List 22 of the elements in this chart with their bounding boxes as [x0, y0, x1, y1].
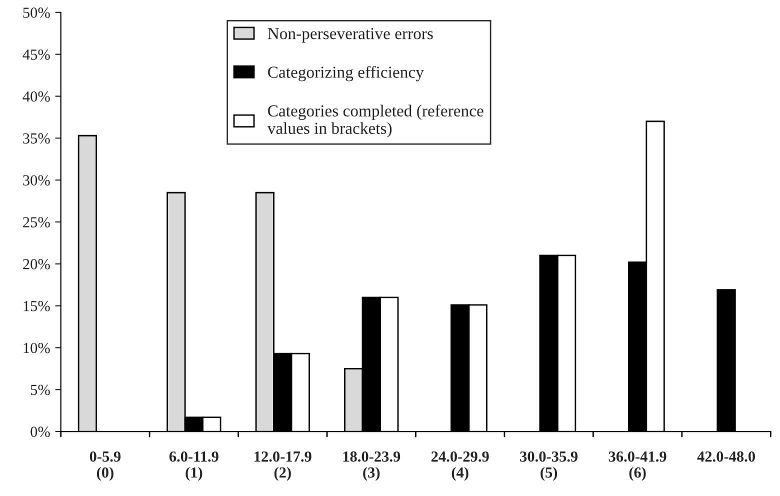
y-tick-label: 0% [30, 426, 50, 438]
legend-label: Non-perseverative errors [268, 28, 433, 43]
x-tick-label: 18.0-23.9 (3) [343, 451, 400, 481]
y-tick-label: 50% [23, 8, 50, 18]
x-tick-label: 6.0-11.9 (1) [169, 451, 218, 481]
x-tick-label: 12.0-17.9 (2) [254, 451, 312, 481]
y-tick-label: 35% [23, 133, 50, 144]
x-tick-label: 42.0-48.0 [697, 451, 755, 462]
y-tick-label: 15% [24, 300, 50, 312]
x-tick-label: 0-5.9 (0) [90, 451, 121, 481]
y-tick-label: 5% [30, 384, 50, 396]
x-tick-label: 36.0-41.9 (6) [608, 451, 666, 481]
y-tick-label: 30% [23, 175, 50, 186]
y-tick-label: 20% [23, 259, 50, 270]
x-tick-label: 24.0-29.9 (4) [431, 451, 489, 481]
y-tick-label: 10% [24, 342, 50, 354]
y-tick-label: 45% [22, 49, 50, 60]
x-tick-label: 30.0-35.9 (5) [520, 451, 578, 481]
legend-label: Categorizing efficiency [268, 66, 424, 82]
y-tick-label: 40% [22, 91, 50, 102]
legend-label: Categories completed (reference values in brackets) [267, 104, 484, 138]
y-tick-label: 25% [23, 217, 50, 228]
